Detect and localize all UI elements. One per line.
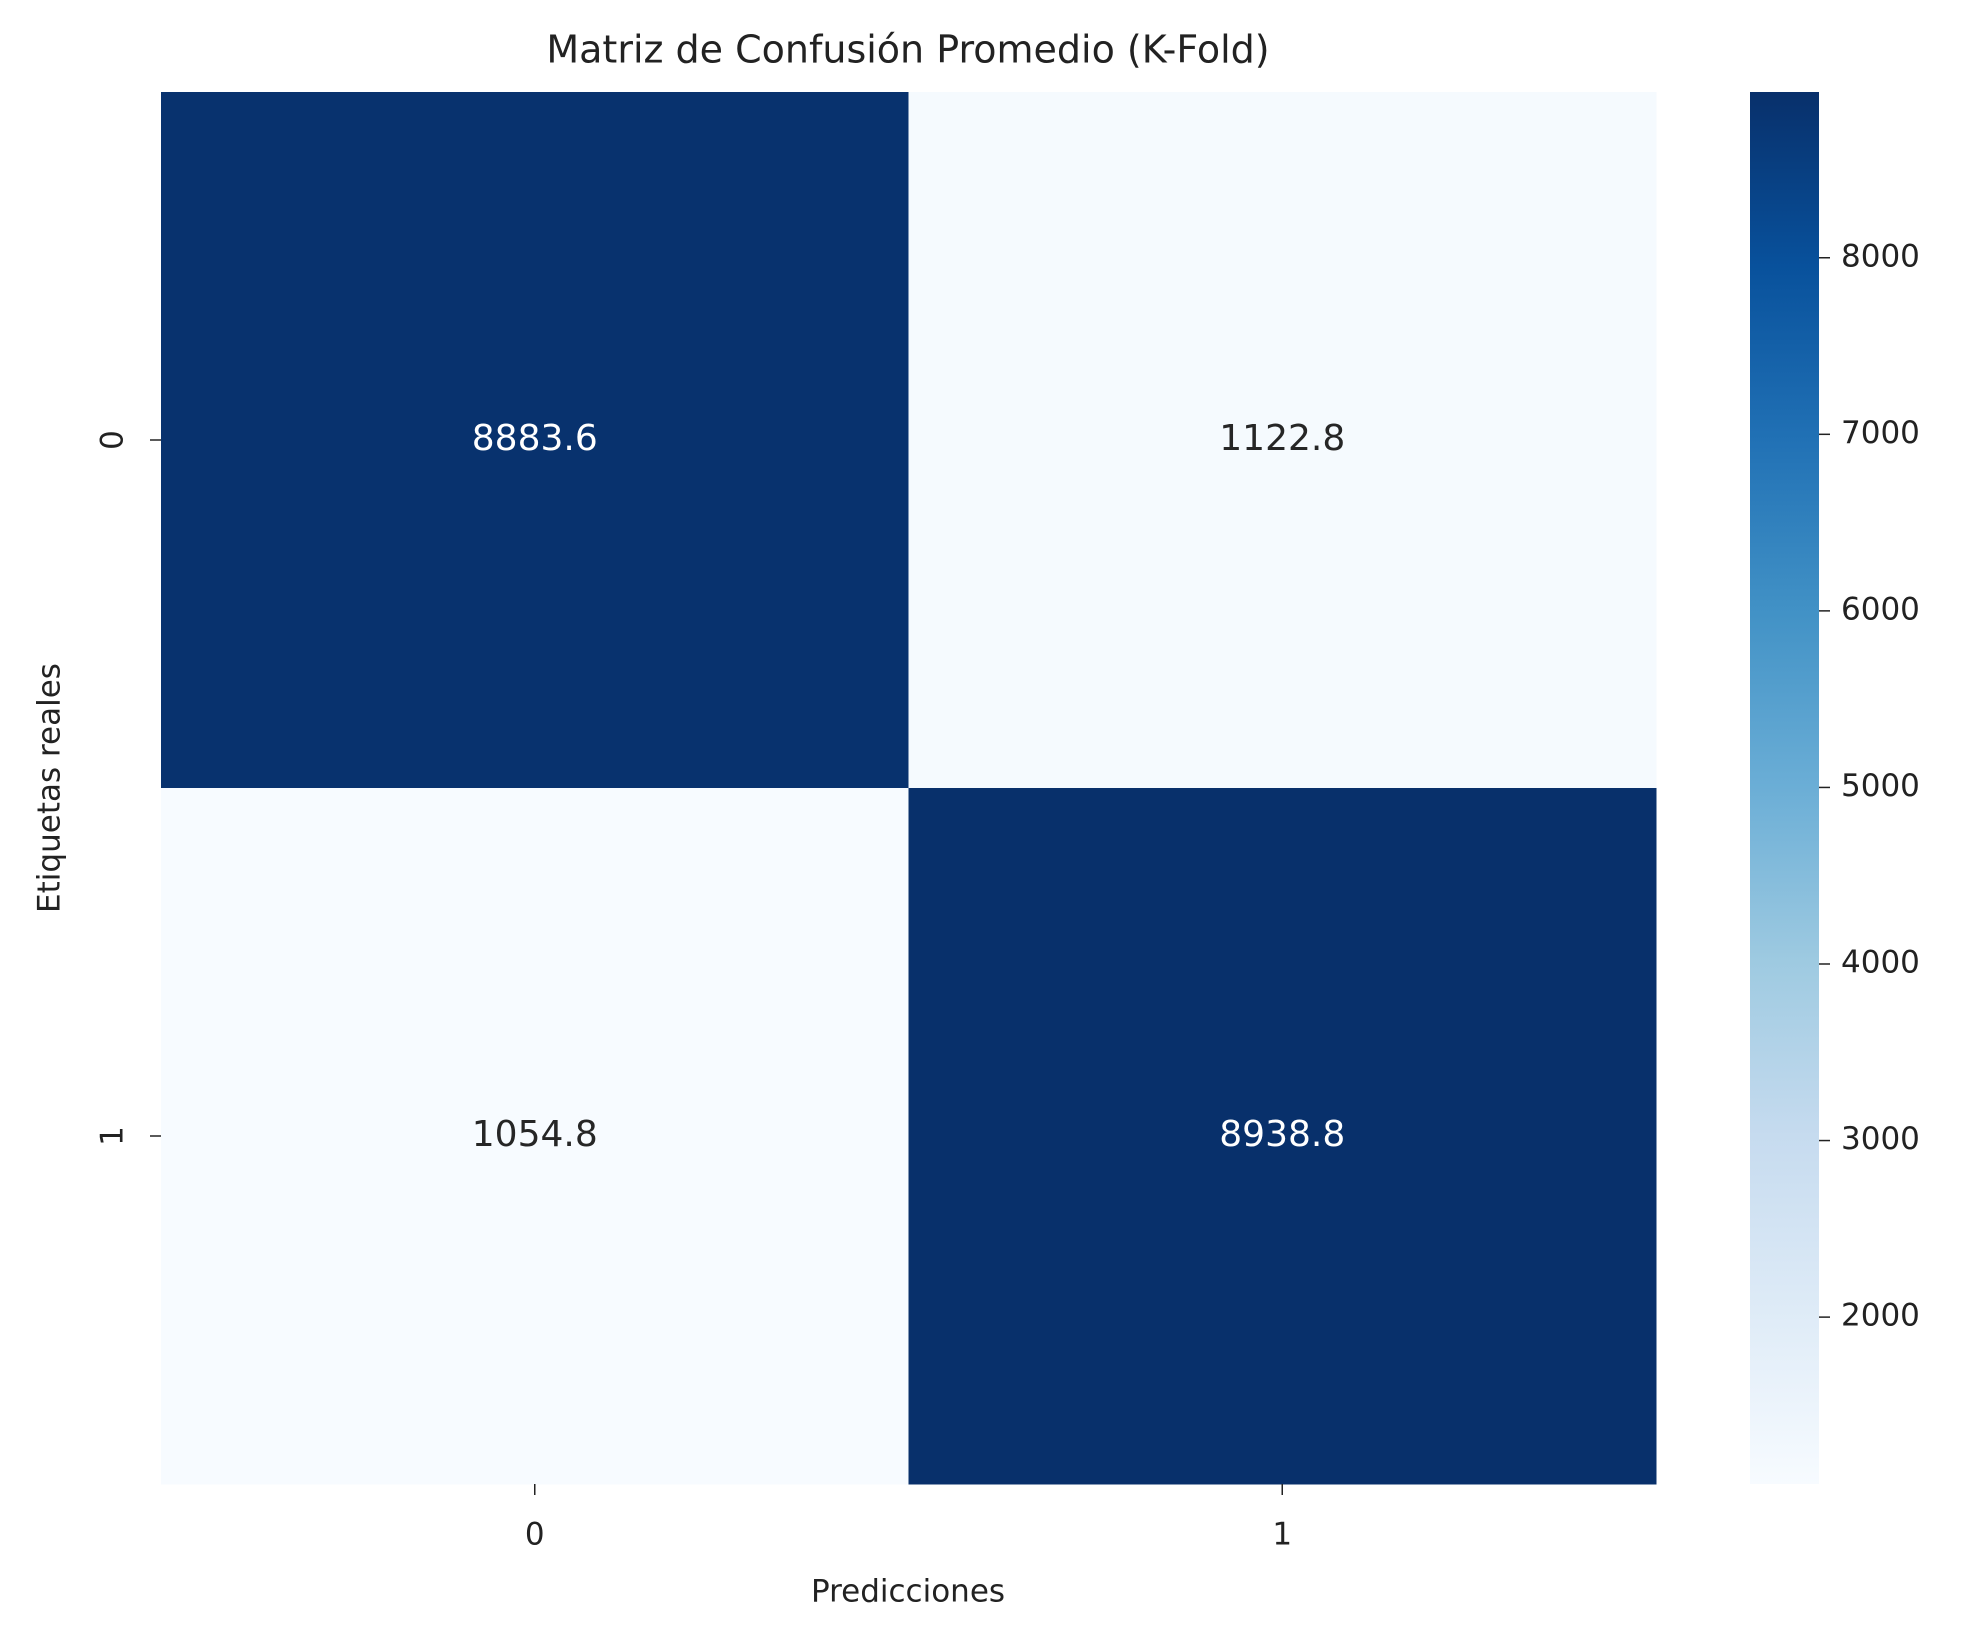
- x-axis-label: Predicciones: [811, 1574, 1005, 1610]
- cell-value-label: 8938.8: [1219, 1114, 1345, 1155]
- cell-value-label: 1122.8: [1219, 418, 1345, 459]
- colorbar-tick-label: 8000: [1841, 238, 1920, 274]
- colorbar-tick-label: 4000: [1841, 944, 1920, 980]
- x-tick-label: 0: [525, 1517, 545, 1553]
- heatmap-cell: [161, 788, 909, 1485]
- colorbar-tick-label: 2000: [1841, 1298, 1920, 1334]
- y-tick-label: 1: [95, 1126, 131, 1146]
- colorbar-tick-label: 6000: [1841, 591, 1920, 627]
- colorbar-tick-label: 3000: [1841, 1121, 1920, 1157]
- colorbar-tick-label: 7000: [1841, 415, 1920, 451]
- y-axis-label: Etiquetas reales: [32, 663, 68, 913]
- heatmap-cell: [161, 92, 909, 789]
- colorbar: [1750, 92, 1819, 1484]
- heatmap-cell: [908, 92, 1657, 789]
- heatmap-cell: [908, 788, 1657, 1485]
- y-tick-label: 0: [95, 430, 131, 450]
- colorbar-tick-label: 5000: [1841, 768, 1920, 804]
- cell-value-label: 1054.8: [472, 1114, 598, 1155]
- chart-title: Matriz de Confusión Promedio (K-Fold): [546, 28, 1269, 72]
- x-tick-label: 1: [1272, 1517, 1292, 1553]
- cell-value-label: 8883.6: [472, 418, 598, 459]
